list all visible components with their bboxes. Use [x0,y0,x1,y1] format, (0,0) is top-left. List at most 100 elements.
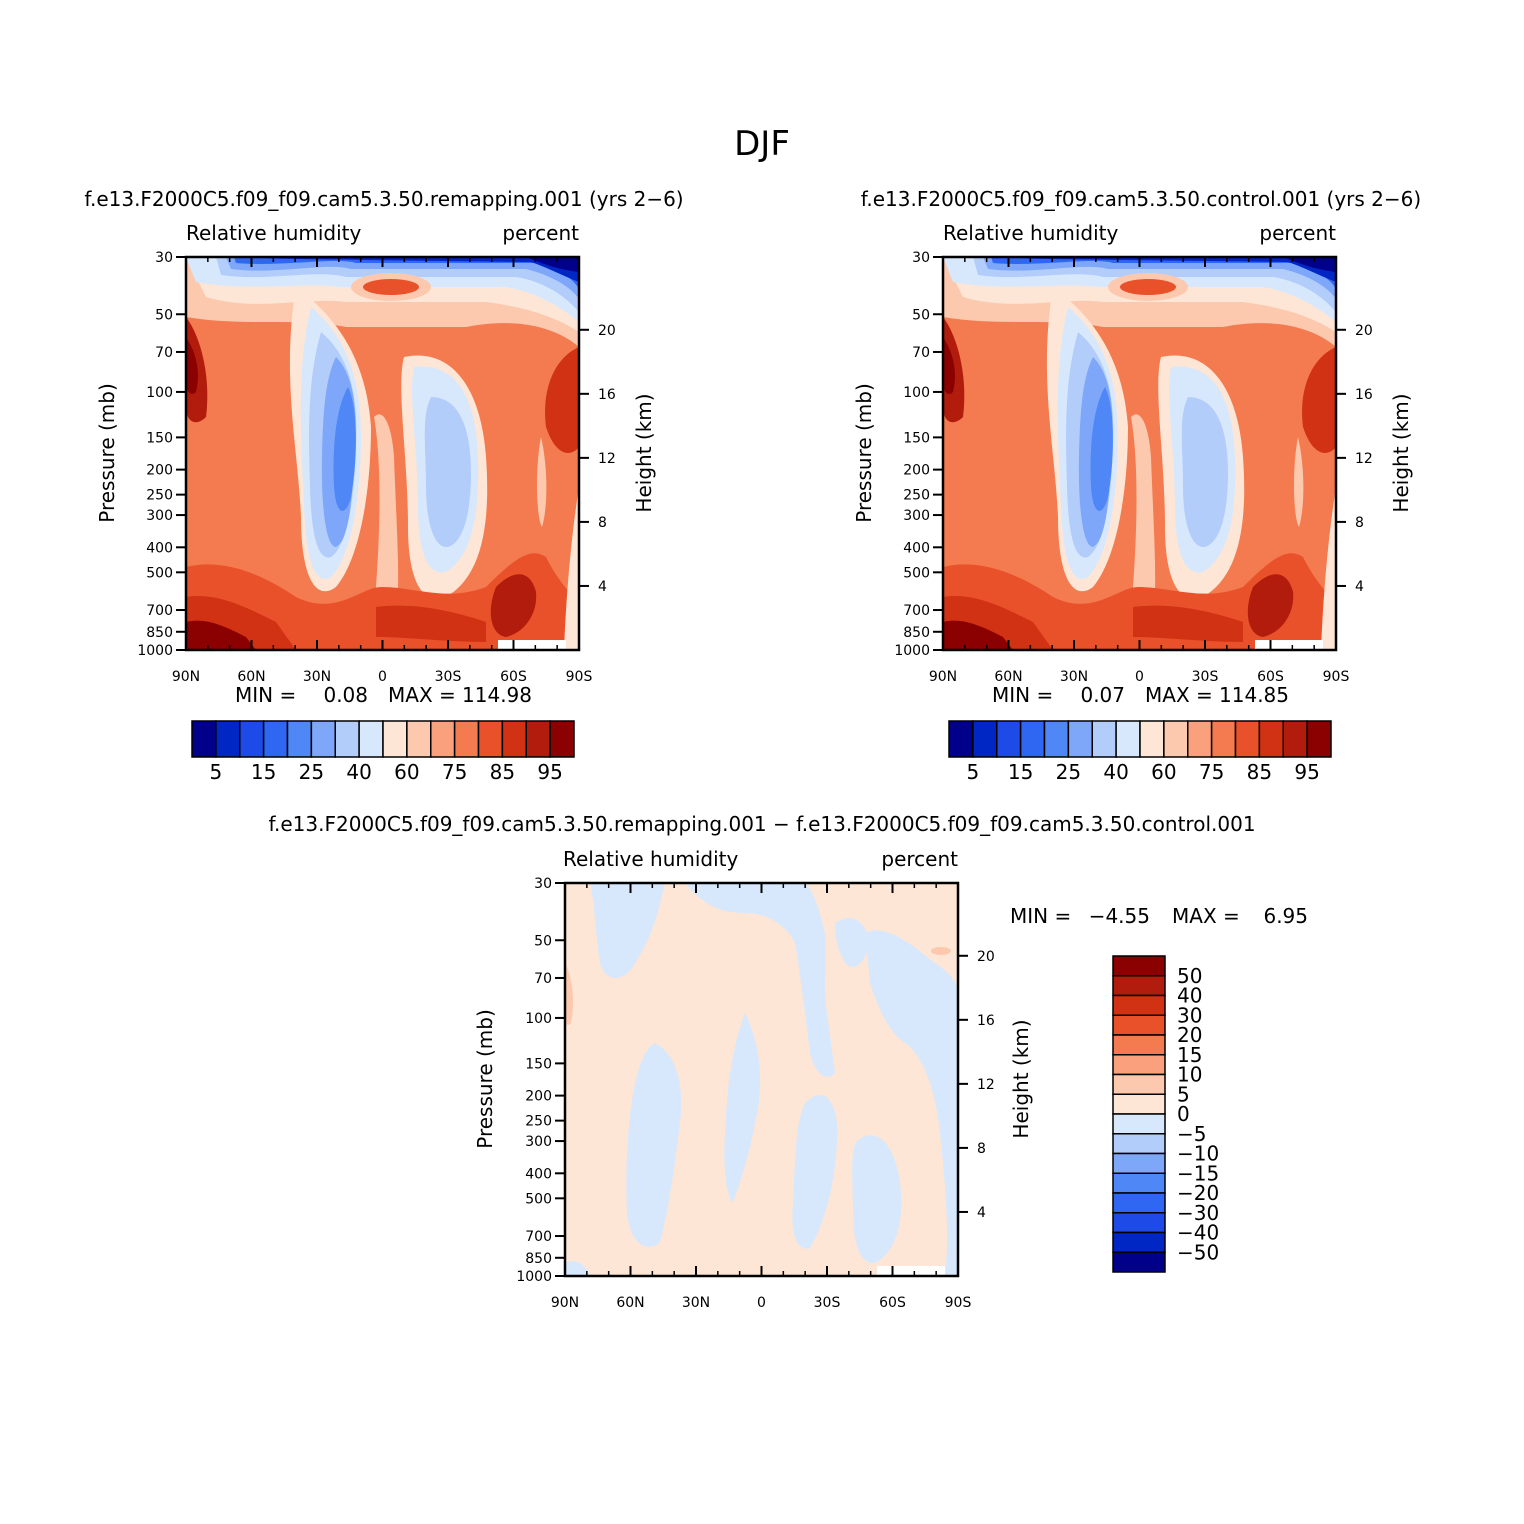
stats-line: MIN = 0.07 MAX = 114.85 [992,683,1289,707]
x-tick-label: 60S [879,1295,906,1311]
x-tick-label: 30S [814,1295,841,1311]
colorbar-swatch [1112,1231,1166,1253]
colorbar-swatch [972,720,998,758]
colorbar-swatch [525,720,551,758]
x-tick-label: 30N [682,1295,710,1311]
x-tick-label: 60S [1257,669,1284,685]
y-tick-label: 70 [912,345,930,361]
y-tick-label: 70 [155,345,173,361]
colorbar-label: 75 [1199,760,1224,784]
panel-right-label: percent [1259,221,1336,245]
x-tick-label: 90N [551,1295,579,1311]
colorbar-swatch [1112,1054,1166,1076]
colorbar-swatch [406,720,432,758]
colorbar-swatch [191,720,217,758]
max-label: MAX = [388,683,456,707]
colorbar-label: 85 [1247,760,1272,784]
colorbar-swatch [1112,1192,1166,1214]
x-tick-label: 30S [435,669,462,685]
colorbar-swatch [1091,720,1117,758]
panel-title: f.e13.F2000C5.f09_f09.cam5.3.50.control.… [861,187,1421,211]
panel-title: f.e13.F2000C5.f09_f09.cam5.3.50.remappin… [84,187,683,211]
panel-right-label: percent [881,847,958,871]
colorbar-swatch [1112,1152,1166,1174]
colorbar-swatch [453,720,480,758]
x-tick-labels: 90N 60N 30N 0 30S 60S 90S [172,257,592,685]
colorbar-swatch [501,720,527,758]
y-tick-labels: 30 50 70 100 150 200 250 300 400 500 700 850 1000 [516,876,565,1285]
colorbar-swatch [1282,720,1308,758]
x-tick-labels: 90N 60N 30N 0 30S 60S 90S [929,257,1350,685]
y-tick-label: 700 [146,603,173,619]
x-tick-label: 30S [1192,669,1219,685]
y-tick-label: 850 [146,625,173,641]
y-tick-label: 300 [525,1134,552,1150]
max-label: MAX = [1145,683,1213,707]
y-tick-label: 70 [534,971,552,987]
y-tick-label: 200 [903,463,930,479]
colorbar-swatch [310,720,336,758]
y-tick-label: 150 [146,430,173,446]
y-tick-label: 50 [534,933,552,949]
y-tick-label: 1000 [516,1269,552,1285]
colorbar-label: −30 [1177,1201,1219,1225]
colorbar-label: 50 [1177,964,1202,988]
colorbar-swatch [1210,720,1237,758]
stats-line: MIN = −4.55 MAX = 6.95 [1010,904,1308,928]
colorbar-label: 25 [299,760,324,784]
colorbar-swatch [1112,1014,1166,1036]
x-tick-label: 60N [616,1295,644,1311]
x-tick-label: 90S [945,1295,972,1311]
colorbar-swatch [1112,1034,1166,1056]
colorbar-label: 20 [1177,1023,1202,1047]
contour-field [565,883,958,1276]
colorbar-label: 95 [1294,760,1319,784]
colorbar-swatch [1139,720,1165,758]
x-tick-label: 90N [172,669,200,685]
y-tick-label: 250 [903,488,930,504]
y-tick-label: 500 [903,565,930,581]
y-right-tick-label: 8 [598,515,607,531]
y-right-tick-label: 12 [977,1077,995,1093]
max-value: 114.98 [462,683,532,707]
panel-remapping: f.e13.F2000C5.f09_f09.cam5.3.50.remappin… [84,187,683,784]
x-tick-label: 0 [1135,669,1144,685]
panel-difference: f.e13.F2000C5.f09_f09.cam5.3.50.remappin… [268,812,1308,1311]
y-tick-label: 30 [155,250,173,266]
panel-control: f.e13.F2000C5.f09_f09.cam5.3.50.control.… [852,187,1421,784]
colorbar-label: 15 [251,760,276,784]
x-tick-label: 60S [500,669,527,685]
y-axis-label: Pressure (mb) [852,383,876,523]
colorbar-swatch [1112,1073,1166,1095]
contour-field [186,257,579,650]
colorbar-swatch [1112,1133,1166,1155]
y-tick-label: 850 [525,1251,552,1267]
colorbar-swatch [1163,720,1189,758]
colorbar-swatch [1112,975,1166,997]
colorbar-swatch [262,720,289,758]
y-tick-label: 400 [525,1166,552,1182]
y-tick-label: 300 [146,508,173,524]
y-tick-label: 700 [903,603,930,619]
x-tick-label: 90S [1323,669,1350,685]
colorbar-label: 15 [1177,1043,1202,1067]
panel-right-label: percent [502,221,579,245]
x-tick-label: 30N [1060,669,1088,685]
y-tick-label: 500 [525,1191,552,1207]
colorbar-swatch [382,720,408,758]
colorbar-swatch [286,720,313,758]
y-tick-labels-right: 20 16 12 8 4 [1336,323,1373,595]
colorbar-swatch [1258,720,1284,758]
y-right-tick-label: 8 [977,1141,986,1157]
min-value: 0.07 [1080,683,1125,707]
x-tick-label: 0 [378,669,387,685]
colorbar-label: 10 [1177,1063,1202,1087]
colorbar-label: −20 [1177,1181,1219,1205]
colorbar-swatch [549,720,575,758]
y-tick-labels-right: 20 16 12 8 4 [579,323,616,595]
y-tick-label: 1000 [894,643,930,659]
y-axis-label-right: Height (km) [1009,1019,1033,1138]
y-axis-label: Pressure (mb) [473,1009,497,1149]
y-tick-label: 250 [146,488,173,504]
